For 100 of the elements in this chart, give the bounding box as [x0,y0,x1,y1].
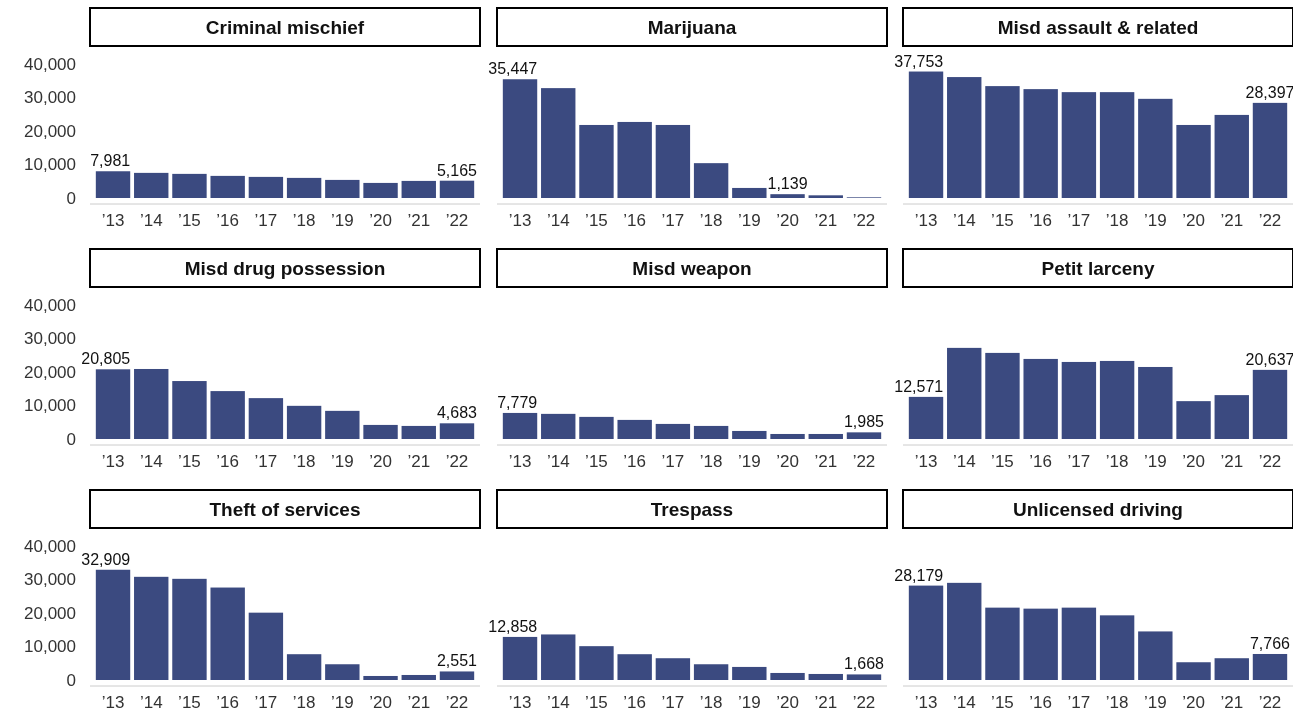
x-tick-label: ’16 [623,452,647,472]
bar [770,433,805,439]
x-tick-label: ’22 [852,693,876,713]
x-tick-label: ’18 [1105,211,1129,231]
bar [210,391,245,439]
bar [808,195,843,198]
bar [1138,366,1173,439]
bar [134,368,169,439]
x-tick-label: ’17 [661,211,685,231]
x-tick-label: ’20 [776,211,799,231]
chart-title: Theft of services [209,499,361,520]
bar [172,578,207,680]
bar [325,410,360,439]
bar [1138,631,1173,680]
x-tick-label: ’19 [330,693,354,713]
bar [1214,114,1249,198]
x-tick-label: ’13 [101,211,125,231]
x-tick-label: ’16 [1029,452,1053,472]
x-tick-label: ’20 [776,452,799,472]
x-tick-label: ’21 [407,693,431,713]
bar [1138,98,1173,198]
x-tick-label: ’21 [814,693,838,713]
x-tick-label: ’17 [254,211,278,231]
x-tick-label: ’19 [1143,452,1167,472]
bar [908,585,944,680]
bar [1023,358,1058,439]
x-tick-label: ’17 [1067,693,1091,713]
bar [846,674,882,680]
x-tick-label: ’15 [178,693,201,713]
chart-title: Unlicensed driving [1013,499,1183,520]
bar [1023,608,1058,680]
x-tick-label: ’20 [369,693,392,713]
data-label: 28,397 [1245,83,1293,101]
bar [617,654,652,680]
x-tick-label: ’17 [661,693,685,713]
bar [1252,369,1288,439]
x-tick-label: ’18 [292,693,316,713]
bar [325,664,360,680]
y-tick-label: 20,000 [24,362,76,382]
x-tick-label: ’13 [914,693,938,713]
bar [1061,607,1097,680]
x-tick-label: ’21 [407,452,431,472]
bar [732,187,767,198]
x-tick-label: ’20 [1182,452,1205,472]
bar [1252,653,1288,680]
bar [541,88,576,198]
chart-title: Misd assault & related [997,17,1199,38]
x-tick-label: ’21 [1220,211,1244,231]
x-tick-label: ’15 [585,693,608,713]
data-label: 1,668 [843,655,885,673]
x-tick-label: ’18 [699,693,723,713]
x-tick-label: ’20 [776,693,799,713]
bar [579,124,614,198]
bar [439,423,475,439]
data-label: 28,179 [894,566,944,584]
data-label: 20,805 [81,350,131,368]
x-tick-label: ’21 [1220,693,1244,713]
data-label: 7,981 [90,152,131,170]
x-tick-label: ’17 [254,693,278,713]
x-tick-label: ’14 [139,693,163,713]
data-label: 20,637 [1245,350,1293,368]
x-tick-label: ’14 [546,452,570,472]
bar [985,607,1020,680]
bar [1099,360,1135,439]
x-tick-label: ’16 [623,693,647,713]
x-tick-label: ’16 [216,211,240,231]
y-tick-label: 20,000 [24,603,76,623]
bar [655,124,691,198]
bar [210,175,245,198]
x-tick-label: ’18 [699,211,723,231]
bar [617,121,652,198]
x-tick-label: ’15 [178,452,201,472]
x-tick-label: ’19 [1143,693,1167,713]
bar [95,569,131,680]
chart-title: Marijuana [647,17,737,38]
bar [947,77,982,198]
bar [134,576,169,680]
x-tick-label: ’20 [369,452,392,472]
bar [286,177,322,198]
bar [286,405,322,439]
x-tick-label: ’22 [445,693,469,713]
bar [502,79,538,198]
bar [1099,615,1135,680]
x-tick-label: ’22 [445,211,469,231]
x-tick-label: ’13 [914,211,938,231]
y-tick-label: 0 [66,188,76,208]
bar [363,182,398,198]
bar [248,398,284,439]
data-label: 32,909 [81,550,131,568]
bar [579,646,614,680]
x-tick-label: ’16 [623,211,647,231]
bar [1099,92,1135,198]
x-tick-label: ’18 [292,211,316,231]
bar [172,381,207,439]
bar [172,173,207,198]
chart-title: Criminal mischief [205,17,365,38]
bar [579,416,614,439]
x-tick-label: ’19 [737,211,761,231]
bar [95,369,131,439]
x-tick-label: ’13 [508,452,532,472]
